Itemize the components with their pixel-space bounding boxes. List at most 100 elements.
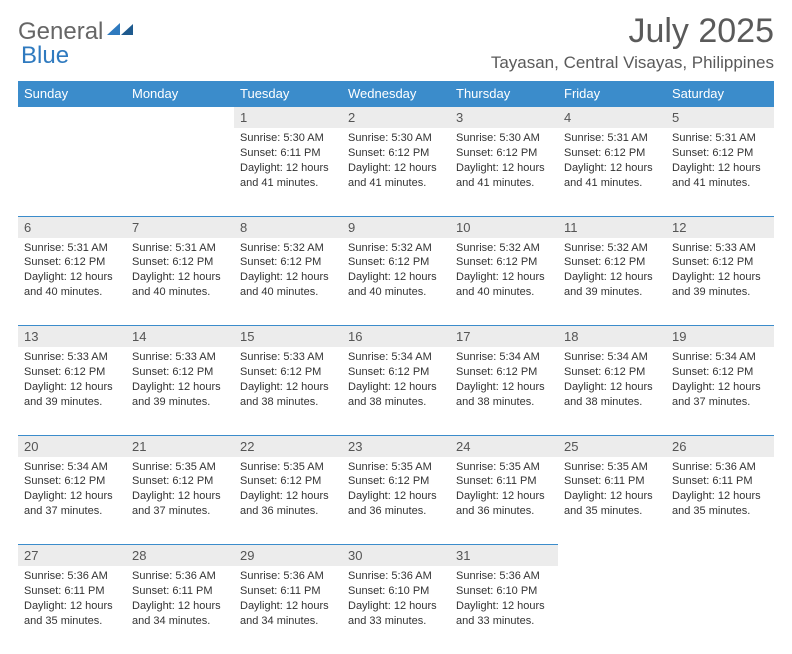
day-number-cell: 1	[234, 107, 342, 129]
logo-text-2: Blue	[21, 42, 69, 70]
day-detail-cell	[18, 128, 126, 216]
day-detail-cell: Sunrise: 5:31 AMSunset: 6:12 PMDaylight:…	[558, 128, 666, 216]
calendar-table: Sunday Monday Tuesday Wednesday Thursday…	[18, 81, 774, 654]
sunset-text: Sunset: 6:12 PM	[348, 255, 444, 270]
day-number-cell: 17	[450, 326, 558, 348]
day-number-cell: 6	[18, 216, 126, 238]
daylight-text: Daylight: 12 hours and 36 minutes.	[456, 489, 552, 519]
page-subtitle: Tayasan, Central Visayas, Philippines	[491, 53, 774, 73]
day-number-cell: 14	[126, 326, 234, 348]
sunset-text: Sunset: 6:12 PM	[24, 365, 120, 380]
day-detail-cell: Sunrise: 5:31 AMSunset: 6:12 PMDaylight:…	[666, 128, 774, 216]
sunrise-text: Sunrise: 5:31 AM	[132, 241, 228, 256]
sunrise-text: Sunrise: 5:36 AM	[348, 569, 444, 584]
day-detail-cell: Sunrise: 5:36 AMSunset: 6:10 PMDaylight:…	[450, 566, 558, 654]
sunrise-text: Sunrise: 5:36 AM	[672, 460, 768, 475]
sunrise-text: Sunrise: 5:36 AM	[24, 569, 120, 584]
sunset-text: Sunset: 6:10 PM	[456, 584, 552, 599]
weekday-header: Wednesday	[342, 81, 450, 107]
sunset-text: Sunset: 6:12 PM	[240, 255, 336, 270]
sunrise-text: Sunrise: 5:31 AM	[672, 131, 768, 146]
daylight-text: Daylight: 12 hours and 39 minutes.	[672, 270, 768, 300]
sunrise-text: Sunrise: 5:35 AM	[564, 460, 660, 475]
day-detail-cell: Sunrise: 5:34 AMSunset: 6:12 PMDaylight:…	[342, 347, 450, 435]
day-detail-cell	[558, 566, 666, 654]
day-detail-cell: Sunrise: 5:35 AMSunset: 6:11 PMDaylight:…	[450, 457, 558, 545]
day-detail-cell: Sunrise: 5:31 AMSunset: 6:12 PMDaylight:…	[126, 238, 234, 326]
day-detail-row: Sunrise: 5:31 AMSunset: 6:12 PMDaylight:…	[18, 238, 774, 326]
day-number-cell: 15	[234, 326, 342, 348]
day-detail-cell: Sunrise: 5:34 AMSunset: 6:12 PMDaylight:…	[450, 347, 558, 435]
day-number-cell	[126, 107, 234, 129]
day-number-cell: 2	[342, 107, 450, 129]
daylight-text: Daylight: 12 hours and 37 minutes.	[132, 489, 228, 519]
day-number-cell: 3	[450, 107, 558, 129]
day-number-cell: 11	[558, 216, 666, 238]
sunset-text: Sunset: 6:12 PM	[564, 146, 660, 161]
sunrise-text: Sunrise: 5:32 AM	[456, 241, 552, 256]
logo-flag-icon	[107, 18, 133, 46]
daylight-text: Daylight: 12 hours and 39 minutes.	[132, 380, 228, 410]
title-block: July 2025 Tayasan, Central Visayas, Phil…	[491, 12, 774, 73]
daylight-text: Daylight: 12 hours and 39 minutes.	[564, 270, 660, 300]
sunset-text: Sunset: 6:12 PM	[132, 255, 228, 270]
day-number-cell: 5	[666, 107, 774, 129]
sunrise-text: Sunrise: 5:36 AM	[132, 569, 228, 584]
day-number-cell: 21	[126, 435, 234, 457]
day-detail-cell: Sunrise: 5:34 AMSunset: 6:12 PMDaylight:…	[666, 347, 774, 435]
sunset-text: Sunset: 6:11 PM	[240, 584, 336, 599]
daylight-text: Daylight: 12 hours and 40 minutes.	[456, 270, 552, 300]
weekday-header: Friday	[558, 81, 666, 107]
daylight-text: Daylight: 12 hours and 37 minutes.	[24, 489, 120, 519]
sunset-text: Sunset: 6:10 PM	[348, 584, 444, 599]
day-number-cell	[666, 545, 774, 567]
daylight-text: Daylight: 12 hours and 41 minutes.	[564, 161, 660, 191]
sunrise-text: Sunrise: 5:34 AM	[672, 350, 768, 365]
sunset-text: Sunset: 6:12 PM	[240, 365, 336, 380]
daylight-text: Daylight: 12 hours and 38 minutes.	[348, 380, 444, 410]
day-detail-cell: Sunrise: 5:35 AMSunset: 6:11 PMDaylight:…	[558, 457, 666, 545]
day-number-cell: 27	[18, 545, 126, 567]
daylight-text: Daylight: 12 hours and 34 minutes.	[132, 599, 228, 629]
day-number-row: 13141516171819	[18, 326, 774, 348]
daylight-text: Daylight: 12 hours and 37 minutes.	[672, 380, 768, 410]
day-number-cell	[558, 545, 666, 567]
day-detail-cell: Sunrise: 5:34 AMSunset: 6:12 PMDaylight:…	[558, 347, 666, 435]
day-detail-cell: Sunrise: 5:35 AMSunset: 6:12 PMDaylight:…	[126, 457, 234, 545]
day-detail-cell: Sunrise: 5:33 AMSunset: 6:12 PMDaylight:…	[126, 347, 234, 435]
sunset-text: Sunset: 6:11 PM	[672, 474, 768, 489]
sunrise-text: Sunrise: 5:36 AM	[240, 569, 336, 584]
day-detail-cell: Sunrise: 5:32 AMSunset: 6:12 PMDaylight:…	[450, 238, 558, 326]
daylight-text: Daylight: 12 hours and 41 minutes.	[672, 161, 768, 191]
sunrise-text: Sunrise: 5:35 AM	[348, 460, 444, 475]
day-number-row: 20212223242526	[18, 435, 774, 457]
daylight-text: Daylight: 12 hours and 34 minutes.	[240, 599, 336, 629]
daylight-text: Daylight: 12 hours and 38 minutes.	[456, 380, 552, 410]
day-number-cell: 30	[342, 545, 450, 567]
daylight-text: Daylight: 12 hours and 40 minutes.	[24, 270, 120, 300]
day-detail-cell: Sunrise: 5:35 AMSunset: 6:12 PMDaylight:…	[342, 457, 450, 545]
day-number-cell: 19	[666, 326, 774, 348]
daylight-text: Daylight: 12 hours and 39 minutes.	[24, 380, 120, 410]
day-number-cell: 7	[126, 216, 234, 238]
sunset-text: Sunset: 6:12 PM	[132, 365, 228, 380]
day-number-cell: 23	[342, 435, 450, 457]
sunset-text: Sunset: 6:11 PM	[564, 474, 660, 489]
day-number-row: 12345	[18, 107, 774, 129]
day-detail-row: Sunrise: 5:33 AMSunset: 6:12 PMDaylight:…	[18, 347, 774, 435]
sunrise-text: Sunrise: 5:33 AM	[24, 350, 120, 365]
sunrise-text: Sunrise: 5:33 AM	[240, 350, 336, 365]
sunset-text: Sunset: 6:12 PM	[348, 365, 444, 380]
sunset-text: Sunset: 6:12 PM	[456, 365, 552, 380]
sunset-text: Sunset: 6:12 PM	[564, 255, 660, 270]
daylight-text: Daylight: 12 hours and 35 minutes.	[564, 489, 660, 519]
sunset-text: Sunset: 6:12 PM	[348, 146, 444, 161]
day-detail-cell: Sunrise: 5:36 AMSunset: 6:11 PMDaylight:…	[126, 566, 234, 654]
day-number-cell: 13	[18, 326, 126, 348]
day-detail-cell: Sunrise: 5:30 AMSunset: 6:11 PMDaylight:…	[234, 128, 342, 216]
page-title: July 2025	[491, 12, 774, 51]
day-detail-cell: Sunrise: 5:32 AMSunset: 6:12 PMDaylight:…	[342, 238, 450, 326]
day-number-cell: 28	[126, 545, 234, 567]
sunrise-text: Sunrise: 5:32 AM	[348, 241, 444, 256]
daylight-text: Daylight: 12 hours and 36 minutes.	[348, 489, 444, 519]
